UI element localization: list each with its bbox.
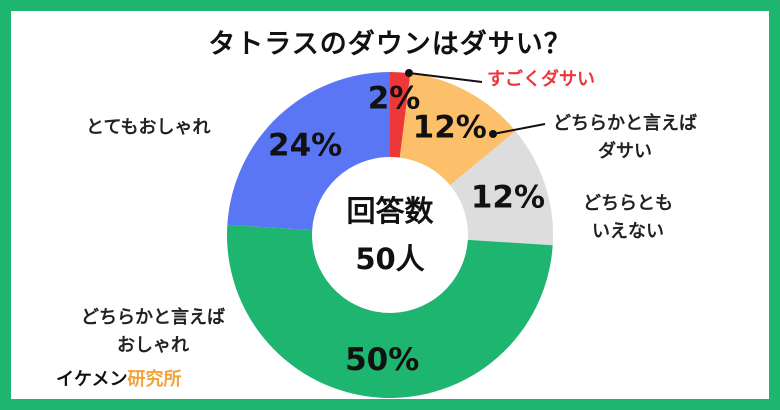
label-somewhat-oshare: どちらかと言えば おしゃれ: [68, 304, 238, 360]
leader-dot-0: [405, 69, 413, 77]
brand-logo: イケメン研究所: [56, 365, 181, 391]
pct-label-2: 12%: [471, 180, 545, 216]
pct-label-4: 24%: [268, 128, 342, 164]
slice-2: [450, 131, 553, 246]
pct-label-3: 50%: [345, 342, 419, 378]
center-label-0: 回答数: [346, 194, 434, 228]
label-very-oshare: とてもおしゃれ: [86, 117, 211, 138]
slice-4: [227, 71, 390, 231]
label-neutral-line1: どちらとも: [583, 193, 673, 214]
label-somewhat-dasai-line2: ダサい: [598, 141, 652, 162]
label-very-dasai: すごくダサい: [487, 69, 595, 90]
leader-dot-1: [489, 130, 497, 138]
label-neutral: どちらとも いえない: [568, 190, 688, 246]
leader-line-1: [492, 123, 546, 135]
label-somewhat-dasai: どちらかと言えば ダサい: [545, 110, 705, 166]
pct-label-1: 12%: [413, 109, 487, 145]
label-neutral-line2: いえない: [592, 221, 664, 242]
leader-line-0: [408, 72, 483, 83]
brand-part1: イケメン: [56, 369, 128, 390]
label-somewhat-oshare-line2: おしゃれ: [117, 335, 189, 356]
slice-1: [399, 73, 516, 186]
brand-part2: 研究所: [127, 369, 182, 390]
slice-3: [227, 224, 553, 398]
chart-title: タトラスのダウンはダサい？: [208, 29, 572, 60]
pct-label-0: 2%: [368, 80, 421, 116]
center-label-1: 50人: [355, 242, 424, 276]
label-somewhat-dasai-line1: どちらかと言えば: [553, 113, 697, 134]
label-somewhat-oshare-line1: どちらかと言えば: [81, 307, 225, 328]
slice-0: [390, 72, 411, 158]
